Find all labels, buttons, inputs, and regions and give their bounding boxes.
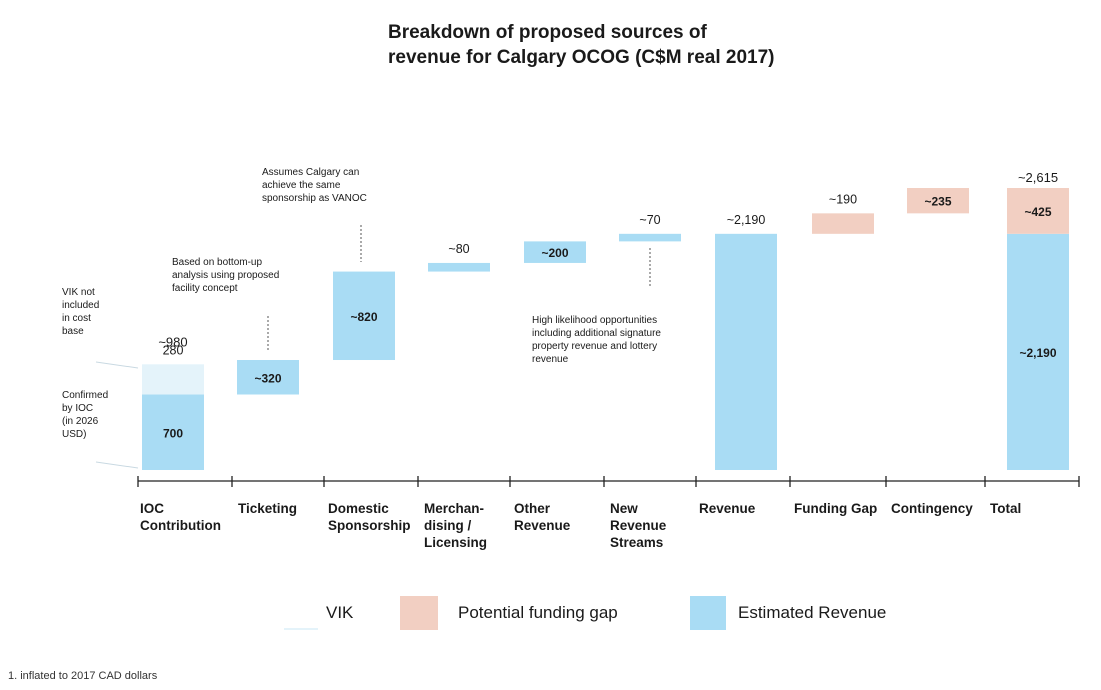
category-label-domestic-sponsorship: Domestic Sponsorship <box>328 500 411 534</box>
data-label-funding-gap-potential-funding-gap: ~190 <box>829 192 857 206</box>
data-label-ticketing-estimated-revenue: ~320 <box>254 371 281 385</box>
sponsorship-note-line: achieve the same <box>262 180 341 191</box>
chart-title: Breakdown of proposed sources of revenue… <box>388 20 774 70</box>
bar-revenue-estimated-revenue <box>715 233 777 470</box>
new-streams-note: High likelihood opportunities including … <box>532 314 661 366</box>
new-streams-note-line: including additional signature <box>532 328 661 339</box>
category-label-ticketing: Ticketing <box>238 500 297 517</box>
bar-domestic-sponsorship-estimated-revenue <box>333 271 395 361</box>
category-label-line: Ticketing <box>238 501 298 516</box>
ioc-note-line: (in 2026 <box>62 416 99 427</box>
bar-new-revenue-streams-estimated-revenue <box>619 233 681 242</box>
data-labels-group: 700 280 ~320 ~820 ~80 ~200 ~70 ~2,190 ~190 ~235 ~2… <box>158 170 1058 440</box>
category-label-line: Funding Gap <box>794 501 878 516</box>
category-label-line: Other <box>514 501 551 516</box>
data-label-merchandising-licensing-estimated-revenue: ~80 <box>448 242 469 256</box>
vik-note-line: base <box>62 326 84 337</box>
new-streams-note-line: property revenue and lottery <box>532 341 658 352</box>
category-label-line: IOC <box>140 501 165 516</box>
legend-label-potential-funding-gap: Potential funding gap <box>458 603 618 622</box>
ticketing-note-line: analysis using proposed <box>172 270 280 281</box>
category-label-merchandising: Merchan- dising / Licensing <box>424 500 487 551</box>
bar-ticketing-estimated-revenue <box>237 360 299 395</box>
data-label-ioc-contribution-vik: 280 <box>163 343 184 357</box>
total-label-ioc-contribution: ~980 <box>158 334 187 349</box>
vik-note-line: in cost <box>62 313 91 324</box>
bar-total-estimated-revenue <box>1007 233 1069 470</box>
legend-swatch-vik <box>284 628 318 630</box>
bar-funding-gap-potential-funding-gap <box>812 213 874 234</box>
legend-label-vik: VIK <box>326 603 354 622</box>
chart-title-line-2: revenue for Calgary OCOG (C$M real 2017) <box>388 47 775 68</box>
ioc-note-line: by IOC <box>62 403 94 414</box>
ticketing-note-line: facility concept <box>172 283 238 294</box>
category-label-line: Revenue <box>699 501 756 516</box>
category-label-other-revenue: Other Revenue <box>514 500 570 534</box>
chart-title-line-1: Breakdown of proposed sources of <box>388 22 707 43</box>
category-label-line: Merchan- <box>424 501 485 516</box>
category-label-line: Streams <box>610 535 664 550</box>
bar-merchandising-licensing-estimated-revenue <box>428 262 490 272</box>
legend-label-estimated-revenue: Estimated Revenue <box>738 603 887 622</box>
category-label-contingency: Contingency <box>891 500 973 517</box>
ticketing-note-line: Based on bottom-up <box>172 257 263 268</box>
bar-ioc-contribution-vik <box>142 364 204 395</box>
ioc-bracket-line <box>95 461 139 469</box>
new-streams-note-line: revenue <box>532 354 569 365</box>
data-label-other-revenue-estimated-revenue: ~200 <box>541 246 568 260</box>
data-label-domestic-sponsorship-estimated-revenue: ~820 <box>350 310 377 324</box>
category-label-funding-gap: Funding Gap <box>794 500 877 517</box>
category-label-line: Contribution <box>140 518 221 533</box>
category-label-line: Sponsorship <box>328 518 411 533</box>
legend-swatch-potential-funding-gap <box>400 596 438 630</box>
x-axis <box>137 476 1080 487</box>
category-label-line: Domestic <box>328 501 389 516</box>
new-streams-note-line: High likelihood opportunities <box>532 315 658 326</box>
category-label-line: Revenue <box>610 518 667 533</box>
bar-other-revenue-estimated-revenue <box>524 241 586 263</box>
vik-note-line: included <box>62 300 100 311</box>
ioc-note-line: Confirmed <box>62 390 109 401</box>
category-label-line: Total <box>990 501 1022 516</box>
category-label-line: Licensing <box>424 535 488 550</box>
category-label-ioc-contribution: IOC Contribution <box>140 500 221 534</box>
category-label-line: New <box>610 501 638 516</box>
legend-swatch-estimated-revenue <box>690 596 726 630</box>
category-label-new-revenue-streams: New Revenue Streams <box>610 500 666 551</box>
vik-bracket-line <box>95 361 139 369</box>
ioc-note-line: USD) <box>62 429 87 440</box>
category-label-line: Contingency <box>891 501 973 516</box>
category-label-line: Revenue <box>514 518 571 533</box>
data-label-revenue-estimated-revenue: ~2,190 <box>727 213 766 227</box>
data-label-contingency-potential-funding-gap: ~235 <box>924 195 951 209</box>
sponsorship-note-line: Assumes Calgary can <box>262 167 360 178</box>
vik-note-line: VIK not <box>62 287 95 298</box>
data-label-ioc-contribution-estimated-revenue: 700 <box>163 426 183 440</box>
bar-total-potential-funding-gap <box>1007 188 1069 234</box>
data-label-total-potential-funding-gap: ~425 <box>1024 205 1051 219</box>
data-label-new-revenue-streams-estimated-revenue: ~70 <box>639 213 660 227</box>
category-label-revenue: Revenue <box>699 500 755 517</box>
sponsorship-note-line: sponsorship as VANOC <box>262 193 367 204</box>
ticketing-note: Based on bottom-up analysis using propos… <box>172 256 279 295</box>
category-label-total: Total <box>990 500 1021 517</box>
data-label-total-estimated-revenue: ~2,190 <box>1019 346 1056 360</box>
category-label-line: dising / <box>424 518 472 533</box>
sponsorship-note: Assumes Calgary can achieve the same spo… <box>262 166 367 205</box>
total-label-total: ~2,615 <box>1018 170 1058 185</box>
bar-contingency-potential-funding-gap <box>907 188 969 214</box>
bar-ioc-contribution-estimated-revenue <box>142 394 204 470</box>
guide-lines <box>95 225 651 469</box>
bars-group <box>142 188 1069 470</box>
footnote: 1. inflated to 2017 CAD dollars <box>8 670 158 682</box>
vik-note: VIK not included in cost base <box>62 286 99 338</box>
ioc-note: Confirmed by IOC (in 2026 USD) <box>62 389 108 441</box>
